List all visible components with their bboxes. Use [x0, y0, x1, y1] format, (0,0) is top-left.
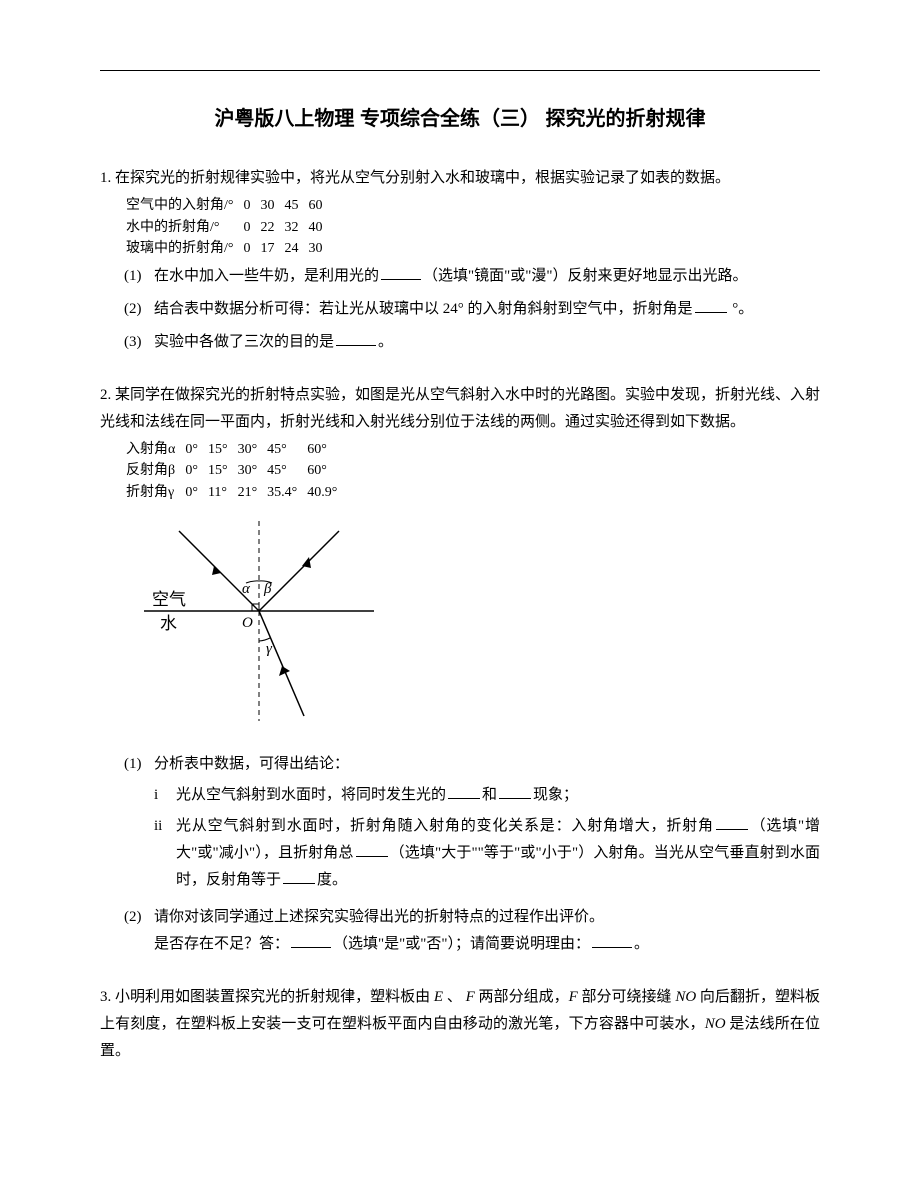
q1-sub2: (2) 结合表中数据分析可得：若让光从玻璃中以 24° 的入射角斜射到空气中，折…	[124, 296, 820, 323]
q2-stem-text: 某同学在做探究光的折射特点实验，如图是光从空气斜射入水中时的光路图。实验中发现，…	[100, 387, 820, 430]
blank	[336, 331, 376, 346]
svg-text:α: α	[242, 581, 251, 597]
svg-text:γ: γ	[266, 641, 273, 657]
q1-sub1: (1) 在水中加入一些牛奶，是利用光的（选填"镜面"或"漫"）反射来更好地显示出…	[124, 263, 820, 290]
q3-number: 3.	[100, 989, 111, 1005]
blank	[448, 784, 480, 799]
blank	[695, 298, 727, 313]
q2-stem: 2. 某同学在做探究光的折射特点实验，如图是光从空气斜射入水中时的光路图。实验中…	[100, 382, 820, 436]
q2-diagram: α β γ O 空气 水	[124, 511, 820, 741]
svg-text:水: 水	[160, 614, 177, 633]
q2-number: 2.	[100, 387, 111, 403]
q2-table: 入射角α0°15°30°45°60° 反射角β0°15°30°45°60° 折射…	[124, 438, 347, 505]
q1-table: 空气中的入射角/°0304560 水中的折射角/°0223240 玻璃中的折射角…	[124, 194, 333, 261]
q1-subs: (1) 在水中加入一些牛奶，是利用光的（选填"镜面"或"漫"）反射来更好地显示出…	[124, 263, 820, 356]
header-rule	[100, 70, 820, 71]
question-2: 2. 某同学在做探究光的折射特点实验，如图是光从空气斜射入水中时的光路图。实验中…	[100, 382, 820, 958]
q2-sub2: (2) 请你对该同学通过上述探究实验得出光的折射特点的过程作出评价。 是否存在不…	[124, 904, 820, 958]
blank	[381, 265, 421, 280]
table-row: 空气中的入射角/°0304560	[126, 196, 331, 216]
table-row: 玻璃中的折射角/°0172430	[126, 239, 331, 259]
q1-number: 1.	[100, 170, 111, 186]
blank	[291, 933, 331, 948]
blank	[356, 842, 388, 857]
blank	[283, 869, 315, 884]
blank	[499, 784, 531, 799]
blank	[592, 933, 632, 948]
table-row: 折射角γ0°11°21°35.4°40.9°	[126, 483, 345, 503]
table-row: 反射角β0°15°30°45°60°	[126, 461, 345, 481]
refraction-diagram: α β γ O 空气 水	[124, 511, 384, 731]
q2-subs: (1) 分析表中数据，可得出结论： i 光从空气斜射到水面时，将同时发生光的和现…	[124, 751, 820, 958]
table-row: 入射角α0°15°30°45°60°	[126, 440, 345, 460]
q3-stem: 3. 小明利用如图装置探究光的折射规律，塑料板由 E 、 F 两部分组成，F 部…	[100, 984, 820, 1065]
q1-stem: 1. 在探究光的折射规律实验中，将光从空气分别射入水和玻璃中，根据实验记录了如表…	[100, 165, 820, 192]
q2-sub1: (1) 分析表中数据，可得出结论： i 光从空气斜射到水面时，将同时发生光的和现…	[124, 751, 820, 898]
table-row: 水中的折射角/°0223240	[126, 218, 331, 238]
svg-text:β: β	[263, 581, 272, 597]
q1-sub3: (3) 实验中各做了三次的目的是。	[124, 329, 820, 356]
svg-text:O: O	[242, 615, 253, 631]
q2-sub1-i: i 光从空气斜射到水面时，将同时发生光的和现象；	[154, 782, 820, 809]
svg-text:空气: 空气	[152, 590, 186, 609]
q2-sub1-ii: ii 光从空气斜射到水面时，折射角随入射角的变化关系是：入射角增大，折射角（选填…	[154, 813, 820, 894]
q1-stem-text: 在探究光的折射规律实验中，将光从空气分别射入水和玻璃中，根据实验记录了如表的数据…	[115, 170, 730, 186]
question-3: 3. 小明利用如图装置探究光的折射规律，塑料板由 E 、 F 两部分组成，F 部…	[100, 984, 820, 1065]
blank	[716, 815, 748, 830]
question-1: 1. 在探究光的折射规律实验中，将光从空气分别射入水和玻璃中，根据实验记录了如表…	[100, 165, 820, 356]
page-title: 沪粤版八上物理 专项综合全练（三） 探究光的折射规律	[100, 101, 820, 137]
